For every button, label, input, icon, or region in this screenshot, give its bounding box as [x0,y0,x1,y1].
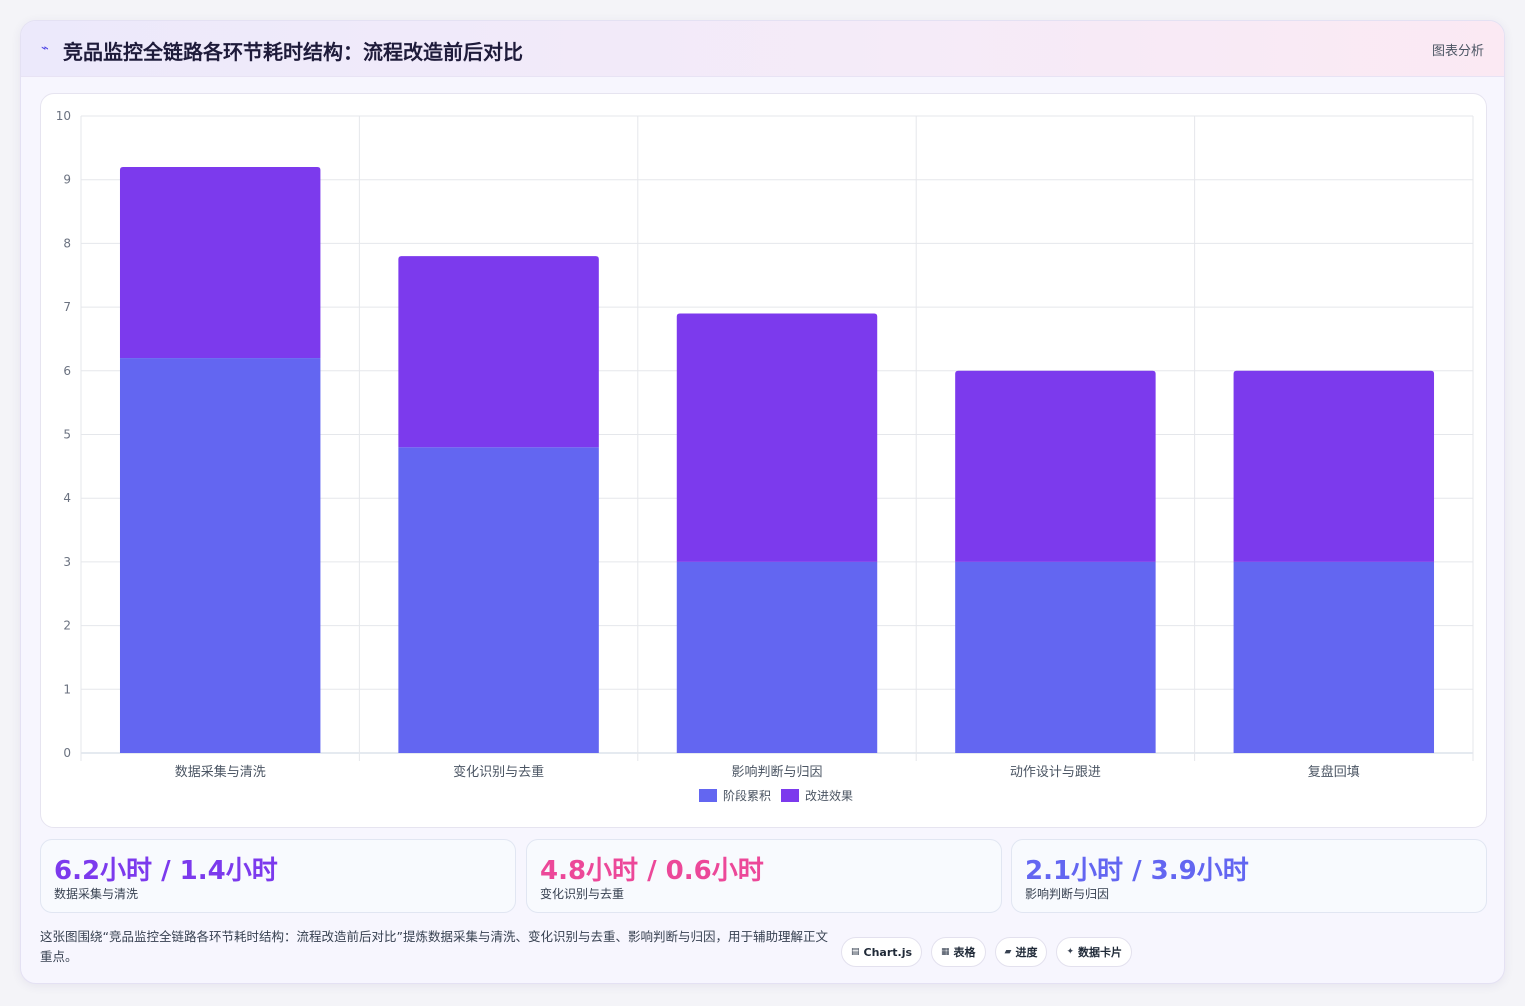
y-tick-label: 2 [63,619,71,633]
stat-label: 数据采集与清洗 [54,887,139,901]
bar-segment-2 [1233,370,1435,562]
y-tick-label: 8 [63,236,71,250]
stat-value: 4.8小时 / 0.6小时 [540,856,764,886]
y-tick-label: 6 [63,364,71,378]
stat-card-judgement: 2.1小时 / 3.9小时 影响判断与归因 [1011,839,1487,913]
chart-analysis-badge: 图表分析 [1431,44,1484,59]
bar-segment-2 [676,313,878,562]
legend-swatch [781,789,799,802]
stat-value: 2.1小时 / 3.9小时 [1025,856,1249,886]
legend-swatch [699,789,717,802]
y-tick-label: 0 [63,746,71,760]
stat-value: 6.2小时 / 1.4小时 [54,856,278,886]
chip-table[interactable]: ▦ 表格 [931,937,986,967]
chip-label: 表格 [953,946,976,959]
x-tick-label: 影响判断与归因 [731,764,822,780]
bar-segment-2 [119,166,321,359]
stat-card-collection: 6.2小时 / 1.4小时 数据采集与清洗 [40,839,516,913]
chip-chartjs[interactable]: ▤ Chart.js [841,937,923,967]
card-icon: ✦ [1066,947,1075,957]
y-tick-label: 3 [63,555,71,569]
x-tick-label: 动作设计与跟进 [1010,765,1101,780]
x-tick-label: 数据采集与清洗 [175,764,266,780]
line-chart-icon: ⌁ [41,41,49,56]
chart-description: 这张图围绕“竞品监控全链路各环节耗时结构：流程改造前后对比”提炼数据采集与清洗、… [40,929,828,964]
tech-chips: ▤ Chart.js ▦ 表格 ▰ 进度 ✦ 数据卡片 [841,937,1133,967]
legend-label: 改进效果 [805,788,853,803]
bar-segment-1 [955,561,1156,753]
progress-icon: ▰ [1004,947,1012,957]
y-tick-label: 7 [63,300,71,314]
bar-segment-1 [398,447,599,753]
chip-data-card[interactable]: ✦ 数据卡片 [1056,937,1133,967]
bar-segment-2 [955,370,1156,562]
y-tick-label: 9 [63,173,71,187]
y-tick-label: 1 [63,682,71,696]
stat-card-recognition: 4.8小时 / 0.6小时 变化识别与去重 [526,839,1002,913]
chart-panel: 0 1 2 3 4 5 6 7 8 9 10 数据采集与清洗 变化识别与去重 影响判断与归因 动作设计与跟进… [40,93,1487,828]
stat-label: 变化识别与去重 [540,887,625,901]
x-tick-label: 复盘回填 [1308,764,1360,780]
chip-label: Chart.js [863,945,913,959]
table-icon: ▦ [941,947,950,957]
bar-segment-1 [1233,561,1435,753]
stat-label: 影响判断与归因 [1025,887,1110,901]
report-card: ⌁ 竞品监控全链路各环节耗时结构：流程改造前后对比 图表分析 0 1 2 3 4 5 6 7 8… [20,20,1505,984]
bar-segment-1 [676,561,878,753]
page-title: 竞品监控全链路各环节耗时结构：流程改造前后对比 [63,40,523,64]
stacked-bar-chart: 0 1 2 3 4 5 6 7 8 9 10 数据采集与清洗 变化识别与去重 影响判断与归因 动作设计与跟进… [56,109,1474,803]
chart-icon: ▤ [851,947,860,957]
x-tick-label: 变化识别与去重 [453,764,544,780]
chip-progress[interactable]: ▰ 进度 [994,937,1048,967]
y-tick-label: 10 [56,109,71,123]
chip-label: 进度 [1015,946,1038,959]
chip-label: 数据卡片 [1078,946,1123,959]
bar-segment-2 [398,256,599,448]
y-tick-label: 5 [63,428,71,442]
card-header: ⌁ 竞品监控全链路各环节耗时结构：流程改造前后对比 图表分析 [21,21,1504,77]
legend-label: 阶段累积 [723,788,771,803]
bar-segment-1 [119,358,321,753]
y-tick-label: 4 [63,491,71,505]
